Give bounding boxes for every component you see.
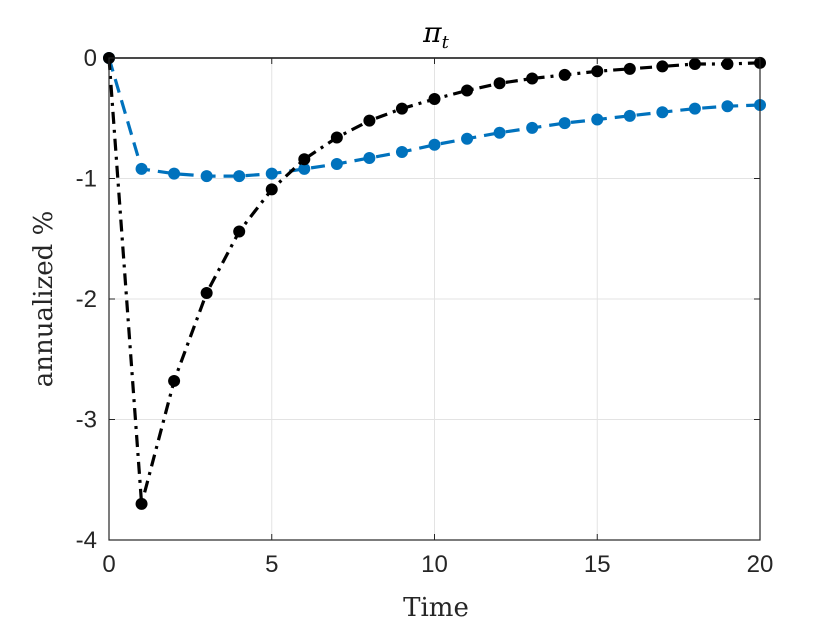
x-tick-label-1: 5 — [265, 551, 278, 578]
series-1-point-1 — [135, 497, 148, 510]
series-1-point-4 — [233, 225, 246, 238]
y-tick-label-3: -3 — [76, 407, 97, 434]
series-0-point-5 — [265, 167, 278, 180]
y-tick-label-2: -2 — [76, 286, 97, 313]
series-0-point-6 — [298, 162, 311, 175]
series-1-point-19 — [721, 58, 734, 71]
series-0-point-10 — [428, 138, 441, 151]
series-0-point-11 — [461, 132, 474, 145]
series-1-point-5 — [265, 183, 278, 196]
series-1-point-15 — [591, 65, 604, 78]
series-1-point-7 — [330, 131, 343, 144]
y-axis-label: annualized % — [29, 211, 59, 388]
series-0-point-7 — [330, 158, 343, 171]
series-0-point-8 — [363, 152, 376, 165]
series-1-point-8 — [363, 114, 376, 127]
series-1-point-6 — [298, 153, 311, 166]
series-0-point-3 — [200, 170, 213, 183]
x-axis-label: Time — [403, 593, 469, 623]
y-tick-label-4: -4 — [76, 527, 97, 554]
series-0-point-15 — [591, 113, 604, 126]
chart-title-subscript: t — [442, 32, 450, 53]
series-1-point-11 — [461, 84, 474, 97]
series-0-point-9 — [395, 145, 408, 158]
x-tick-label-4: 20 — [747, 551, 774, 578]
y-tick-label-0: 0 — [84, 45, 97, 72]
series-1-point-9 — [395, 102, 408, 115]
series-1-point-10 — [428, 92, 441, 105]
series-0-point-17 — [656, 106, 669, 119]
chart-title: πt — [422, 16, 449, 53]
y-tick-label-1: -1 — [76, 166, 97, 193]
chart-title-main: π — [422, 16, 442, 49]
series-0-point-16 — [623, 109, 636, 122]
series-1-point-18 — [688, 58, 701, 71]
series-0-point-2 — [168, 167, 181, 180]
series-1-point-2 — [168, 374, 181, 387]
series-1-point-14 — [558, 68, 571, 81]
series-0-point-12 — [493, 126, 506, 139]
series-1-point-3 — [200, 286, 213, 299]
series-1-point-12 — [493, 77, 506, 90]
series-0-point-4 — [233, 170, 246, 183]
series-0-point-14 — [558, 117, 571, 130]
x-tick-label-2: 10 — [421, 551, 448, 578]
series-1-point-13 — [526, 72, 539, 85]
series-1-point-17 — [656, 60, 669, 73]
ticks: 0 5 10 15 20 0 -1 -2 -3 -4 — [76, 45, 774, 578]
series-group — [103, 52, 766, 510]
x-tick-label-3: 15 — [584, 551, 611, 578]
series-1-point-16 — [623, 62, 636, 75]
series-0-point-18 — [688, 102, 701, 115]
series-0-point-19 — [721, 100, 734, 113]
series-0-point-1 — [135, 162, 148, 175]
series-0-point-13 — [526, 121, 539, 134]
x-tick-label-0: 0 — [102, 551, 115, 578]
